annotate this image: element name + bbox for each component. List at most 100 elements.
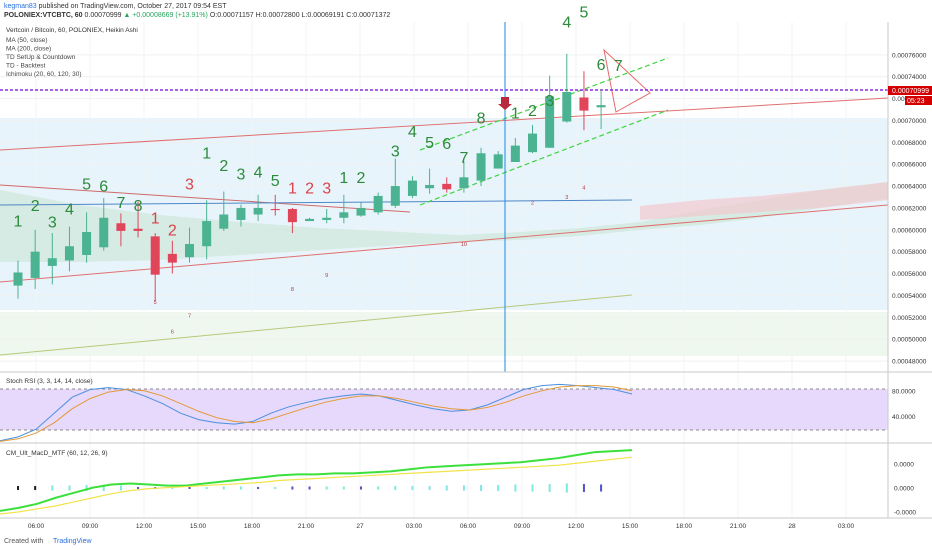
- candle[interactable]: [510, 145, 520, 162]
- candle[interactable]: [116, 223, 126, 231]
- time-tick: 09:00: [514, 523, 531, 530]
- candle[interactable]: [528, 133, 537, 153]
- macd-bar: [291, 486, 294, 490]
- candle[interactable]: [322, 217, 332, 220]
- candle[interactable]: [167, 253, 177, 263]
- macd-bar: [85, 484, 88, 492]
- time-tick: 15:00: [622, 523, 639, 530]
- candle[interactable]: [185, 244, 194, 258]
- td-countdown-number: 8: [291, 287, 294, 293]
- macd-bar: [480, 484, 483, 492]
- td-setup-number: 2: [528, 103, 537, 120]
- candle[interactable]: [30, 251, 40, 278]
- candle[interactable]: [390, 186, 400, 206]
- candle[interactable]: [356, 207, 366, 216]
- last-price-label: 0.00070999: [892, 88, 929, 95]
- candle[interactable]: [219, 214, 229, 229]
- candle[interactable]: [47, 258, 57, 266]
- candle[interactable]: [545, 96, 555, 148]
- candles-group: [13, 53, 606, 301]
- time-tick: 18:00: [676, 523, 693, 530]
- legend-item: MA (50, close): [6, 37, 48, 44]
- candle[interactable]: [476, 153, 486, 181]
- ma50-line: [0, 199, 633, 206]
- stoch-band: [0, 389, 888, 430]
- candle[interactable]: [339, 212, 349, 218]
- td-setup-number: 8: [134, 198, 143, 215]
- time-tick: 28: [788, 523, 796, 530]
- td-setup-number: 2: [357, 170, 366, 187]
- candle[interactable]: [133, 228, 143, 231]
- stoch-d-line: [0, 385, 633, 442]
- macd-tick: 0.0000: [894, 486, 914, 493]
- macd-bar: [119, 485, 122, 491]
- candle[interactable]: [442, 183, 452, 190]
- td-setup-number: 1: [14, 214, 23, 231]
- td-setup-number: 3: [391, 144, 400, 161]
- channel-top-line: [0, 97, 889, 151]
- time-tick: 21:00: [298, 523, 315, 530]
- footer: Created with TradingView: [0, 533, 932, 550]
- sell-arrow-icon[interactable]: [498, 97, 512, 110]
- candle[interactable]: [253, 207, 263, 215]
- tradingview-logo[interactable]: TradingView: [53, 538, 92, 545]
- time-tick: 27: [356, 523, 364, 530]
- candle[interactable]: [305, 218, 315, 222]
- candle[interactable]: [493, 154, 503, 169]
- candle[interactable]: [13, 272, 23, 286]
- candle[interactable]: [270, 209, 280, 211]
- macd-bar: [582, 483, 585, 493]
- macd-bar: [342, 486, 345, 490]
- candle[interactable]: [459, 177, 469, 189]
- stoch-k-line: [0, 383, 633, 442]
- macd-title: CM_Ult_MacD_MTF (60, 12, 26, 9): [6, 450, 108, 457]
- time-tick: 12:00: [136, 523, 153, 530]
- legend-item: MA (200, close): [6, 46, 51, 53]
- triangle-pattern: [603, 48, 651, 113]
- candle[interactable]: [82, 232, 92, 255]
- td-countdown-number: 2: [531, 201, 534, 207]
- candle[interactable]: [236, 207, 246, 220]
- td-setup-number: 1: [288, 181, 297, 198]
- trend-channel-bottom: [419, 109, 669, 206]
- author-link[interactable]: kegman83: [4, 3, 37, 10]
- candle[interactable]: [202, 221, 212, 247]
- candle[interactable]: [99, 217, 109, 248]
- candle[interactable]: [579, 97, 589, 111]
- candle[interactable]: [287, 209, 297, 223]
- published-text: published on TradingView.com, October 27…: [38, 3, 227, 10]
- ohlc-text: O:0.00071157 H:0.00072800 L:0.00069191 C…: [209, 12, 391, 19]
- macd-bar: [445, 485, 448, 491]
- td-setup-number: 2: [219, 158, 228, 175]
- price-tick: 0.00074000: [892, 74, 927, 81]
- td-setup-number: 5: [271, 173, 280, 190]
- candle[interactable]: [562, 92, 572, 122]
- macd-bar: [102, 484, 105, 492]
- macd-bar: [308, 486, 311, 490]
- lower-green-band: [0, 312, 888, 356]
- candle[interactable]: [373, 195, 383, 213]
- td-countdown-number: 7: [188, 313, 191, 319]
- grid-lines: [0, 22, 888, 518]
- td-setup-number: 4: [562, 14, 571, 31]
- candle[interactable]: [596, 105, 606, 108]
- candle[interactable]: [150, 236, 160, 275]
- stoch-axis: 80.0000 40.0000: [892, 388, 916, 421]
- price-tick: 0.00068000: [892, 140, 927, 147]
- chart-header: kegman83 published on TradingView.com, O…: [0, 0, 932, 22]
- price-tick: 0.00052000: [892, 315, 927, 322]
- candle[interactable]: [64, 246, 74, 261]
- time-axis[interactable]: 06:00 09:00 12:00 15:00 18:00 21:00 27 03:00 06:…: [28, 523, 855, 530]
- macd-bar: [325, 486, 328, 490]
- candle[interactable]: [407, 180, 417, 196]
- td-setup-number: 6: [99, 179, 108, 196]
- macd-bar: [68, 485, 71, 491]
- td-countdown-number: 10: [461, 242, 467, 248]
- candle[interactable]: [425, 184, 435, 189]
- price-tick: 0.00056000: [892, 271, 927, 278]
- td-countdown-number: 9: [325, 273, 328, 279]
- td-countdown-number: 6: [171, 330, 174, 336]
- time-tick: 15:00: [190, 523, 207, 530]
- td-setup-number: 5: [425, 135, 434, 152]
